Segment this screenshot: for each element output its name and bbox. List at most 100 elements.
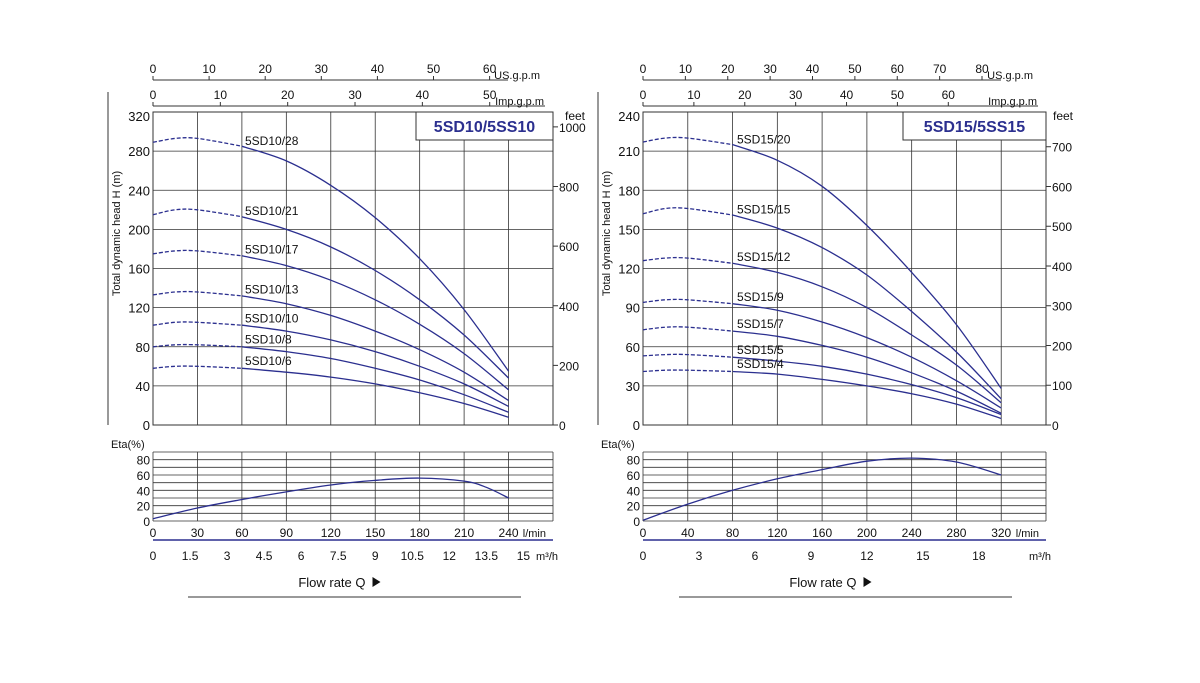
lmin-tick-label: 150 bbox=[365, 526, 385, 540]
head-curve bbox=[732, 330, 1002, 414]
series-label: 5SD15/15 bbox=[737, 203, 791, 217]
x-axis-label: Flow rate Q bbox=[298, 575, 365, 590]
efficiency-curve bbox=[152, 477, 509, 520]
lmin-tick-label: 30 bbox=[191, 526, 205, 540]
m3h-tick-label: 12 bbox=[443, 549, 457, 563]
head-curve-dashed bbox=[642, 256, 733, 264]
imp-gpm-tick-label: 30 bbox=[348, 88, 362, 102]
head-curve bbox=[241, 324, 509, 407]
flow-direction-arrow-icon bbox=[372, 577, 381, 587]
m3h-tick-label: 15 bbox=[916, 549, 930, 563]
eta-axis-label: Eta(%) bbox=[601, 439, 635, 451]
m3h-tick-label: 10.5 bbox=[401, 549, 425, 563]
imp-gpm-tick-label: 50 bbox=[483, 88, 497, 102]
eta-tick-label: 60 bbox=[627, 469, 641, 483]
head-curve-dashed bbox=[152, 365, 242, 369]
m3h-tick-label: 9 bbox=[372, 549, 379, 563]
m3h-tick-label: 18 bbox=[972, 549, 986, 563]
imp-gpm-tick-label: 10 bbox=[687, 88, 701, 102]
series-label: 5SD15/4 bbox=[737, 357, 784, 371]
lmin-tick-label: 120 bbox=[321, 526, 341, 540]
lmin-tick-label: 80 bbox=[726, 526, 740, 540]
feet-tick-label: 600 bbox=[1052, 180, 1072, 194]
series-label: 5SD10/13 bbox=[245, 282, 299, 296]
m3h-tick-label: 7.5 bbox=[330, 549, 347, 563]
lmin-tick-label: 90 bbox=[280, 526, 294, 540]
lmin-tick-label: 40 bbox=[681, 526, 695, 540]
eta-tick-label: 40 bbox=[137, 484, 151, 498]
us-gpm-tick-label: 30 bbox=[763, 62, 777, 76]
m3h-unit-label: m³/h bbox=[1029, 551, 1051, 563]
head-curve bbox=[732, 143, 1002, 389]
head-curve bbox=[732, 356, 1002, 416]
m3h-unit-label: m³/h bbox=[536, 551, 558, 563]
imp-gpm-tick-label: 60 bbox=[942, 88, 956, 102]
us-gpm-tick-label: 20 bbox=[721, 62, 735, 76]
feet-tick-label: 200 bbox=[559, 359, 579, 373]
lmin-unit-label: l/min bbox=[1016, 528, 1039, 540]
m3h-tick-label: 4.5 bbox=[256, 549, 273, 563]
head-curve bbox=[732, 303, 1002, 409]
head-curve-dashed bbox=[642, 353, 733, 358]
y-tick-label: 160 bbox=[128, 262, 150, 277]
lmin-tick-label: 200 bbox=[857, 526, 877, 540]
imp-gpm-tick-label: 10 bbox=[214, 88, 228, 102]
head-curve-dashed bbox=[152, 321, 242, 326]
head-curve bbox=[241, 367, 509, 418]
eta-tick-label: 60 bbox=[137, 469, 151, 483]
imp-gpm-axis-label: Imp.g.p.m bbox=[495, 96, 544, 108]
head-curve bbox=[241, 145, 510, 372]
y-axis-label: Total dynamic head H (m) bbox=[111, 171, 123, 296]
y-tick-label: 30 bbox=[626, 379, 640, 394]
m3h-tick-label: 0 bbox=[640, 549, 647, 563]
chart-title: 5SD10/5SS10 bbox=[434, 119, 536, 136]
chart-title-box bbox=[902, 111, 1047, 141]
us-gpm-tick-label: 20 bbox=[259, 62, 273, 76]
series-label: 5SD15/7 bbox=[737, 317, 784, 331]
feet-tick-label: 700 bbox=[1052, 141, 1072, 155]
lmin-tick-label: 60 bbox=[235, 526, 249, 540]
y-axis-label: Total dynamic head H (m) bbox=[601, 171, 613, 296]
feet-tick-label: 0 bbox=[1052, 419, 1059, 433]
m3h-tick-label: 13.5 bbox=[475, 549, 499, 563]
us-gpm-tick-label: 30 bbox=[315, 62, 329, 76]
series-label: 5SD10/8 bbox=[245, 333, 292, 347]
lmin-tick-label: 160 bbox=[812, 526, 832, 540]
lmin-tick-label: 320 bbox=[991, 526, 1011, 540]
head-curve-dashed bbox=[642, 326, 733, 332]
eta-tick-label: 80 bbox=[137, 454, 151, 468]
lmin-unit-label: l/min bbox=[523, 528, 546, 540]
imp-gpm-tick-label: 20 bbox=[281, 88, 295, 102]
head-curve bbox=[241, 255, 510, 391]
feet-axis-label: feet bbox=[565, 109, 586, 123]
head-curve bbox=[732, 370, 1002, 420]
y-tick-label: 280 bbox=[128, 144, 150, 159]
eta-tick-label: 40 bbox=[627, 484, 641, 498]
head-curve bbox=[241, 216, 510, 379]
head-curve bbox=[241, 346, 509, 413]
m3h-tick-label: 15 bbox=[517, 549, 531, 563]
us-gpm-tick-label: 10 bbox=[202, 62, 216, 76]
eta-axis-label: Eta(%) bbox=[111, 439, 145, 451]
imp-gpm-tick-label: 0 bbox=[150, 88, 157, 102]
head-curve-dashed bbox=[642, 207, 733, 216]
m3h-tick-label: 9 bbox=[808, 549, 815, 563]
imp-gpm-tick-label: 0 bbox=[640, 88, 647, 102]
head-curve-dashed bbox=[152, 290, 242, 297]
eta-tick-label: 20 bbox=[627, 500, 641, 514]
feet-tick-label: 200 bbox=[1052, 339, 1072, 353]
us-gpm-tick-label: 60 bbox=[483, 62, 497, 76]
m3h-tick-label: 0 bbox=[150, 549, 157, 563]
efficiency-curve bbox=[642, 457, 1002, 521]
head-curve-dashed bbox=[642, 136, 733, 146]
us-gpm-tick-label: 10 bbox=[679, 62, 693, 76]
y-tick-label: 60 bbox=[626, 340, 640, 355]
feet-tick-label: 100 bbox=[1052, 379, 1072, 393]
feet-tick-label: 0 bbox=[559, 419, 566, 433]
us-gpm-tick-label: 0 bbox=[150, 62, 157, 76]
feet-tick-label: 600 bbox=[559, 240, 579, 254]
flow-direction-arrow-icon bbox=[863, 577, 872, 587]
feet-tick-label: 500 bbox=[1052, 220, 1072, 234]
